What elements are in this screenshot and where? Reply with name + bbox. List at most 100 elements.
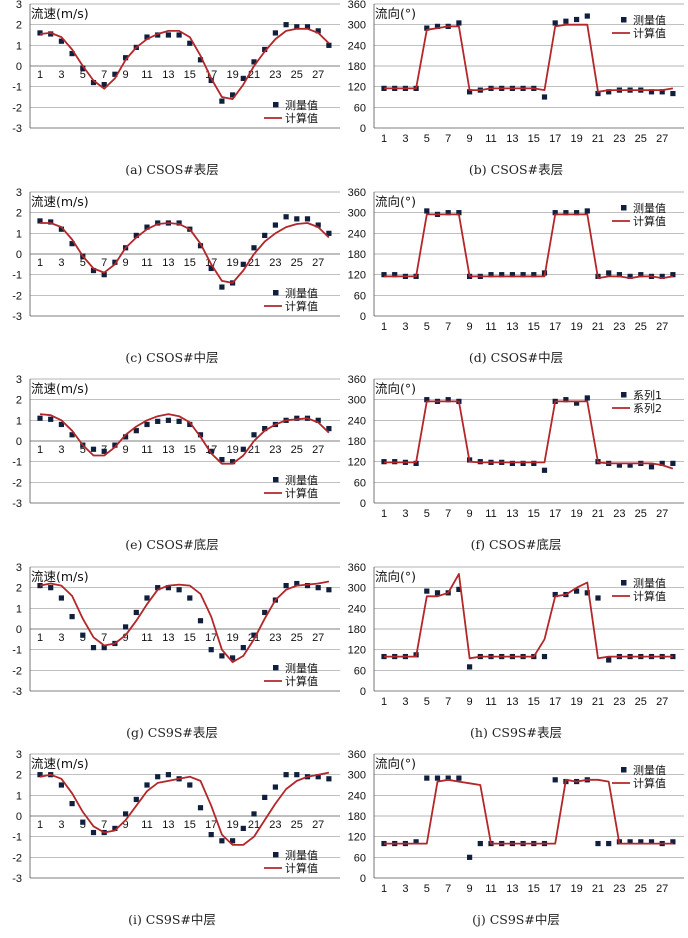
data-point (638, 271, 644, 277)
data-point (595, 595, 601, 601)
data-point (37, 415, 43, 422)
data-point (176, 418, 182, 425)
y-tick-label: 1 (16, 228, 22, 240)
y-tick-label: 0 (16, 624, 22, 636)
x-tick-label: 25 (291, 69, 303, 81)
data-point (413, 460, 419, 467)
chart-panel: 0 60 120 180 240 300 360 1 3 5 7 9 11 13 15 17 19 21 23 25 2… (344, 374, 688, 563)
x-tick-label: 17 (549, 883, 561, 895)
legend-marker (621, 767, 627, 773)
x-tick-label: 23 (269, 257, 281, 269)
data-point (144, 34, 150, 40)
data-point (112, 442, 118, 448)
x-tick-label: 27 (656, 883, 668, 895)
y-tick-label: 360 (348, 0, 366, 11)
x-tick-label: 9 (467, 508, 473, 520)
data-point (552, 20, 558, 26)
data-point (541, 94, 548, 100)
y-tick-label: 240 (348, 416, 366, 428)
data-point (456, 586, 462, 592)
x-tick-label: 1 (381, 508, 387, 520)
x-tick-label: 27 (312, 632, 324, 644)
chart-panel: 0 60 120 180 240 300 360 1 3 5 7 9 11 13 15 17 19 21 23 25 2… (344, 0, 688, 188)
x-tick-label: 11 (141, 444, 152, 456)
x-tick-label: 5 (80, 69, 86, 81)
data-point (37, 772, 43, 778)
data-point (262, 795, 268, 801)
y-tick-label: 1 (16, 40, 22, 52)
x-tick-label: 13 (506, 321, 518, 333)
x-tick-label: 21 (248, 444, 260, 456)
data-point (58, 782, 64, 788)
x-tick-label: 11 (485, 321, 496, 333)
data-point (176, 586, 182, 593)
data-point (208, 646, 214, 653)
x-tick-label: 11 (141, 632, 152, 644)
data-point (434, 23, 441, 29)
panel-caption: (a) CSOS#表层 (125, 162, 219, 177)
y-tick-label: 1 (16, 791, 22, 803)
data-point (262, 46, 268, 53)
x-tick-label: 21 (592, 508, 604, 520)
data-point (272, 784, 278, 791)
x-tick-label: 15 (528, 883, 540, 895)
data-point (606, 89, 612, 95)
x-tick-label: 3 (58, 819, 64, 831)
x-tick-label: 27 (656, 508, 668, 520)
x-tick-label: 21 (592, 133, 604, 145)
data-point (326, 426, 332, 432)
data-point (208, 832, 214, 838)
y-tick-label: 2 (16, 770, 22, 782)
x-tick-label: 19 (226, 69, 238, 81)
data-point (541, 653, 548, 659)
y-tick-label: 3 (16, 374, 22, 386)
y-tick-label: 0 (360, 873, 366, 885)
data-point (670, 271, 676, 277)
data-point (48, 416, 54, 423)
data-point (648, 839, 655, 845)
axis-title: 流速(m/s) (31, 6, 89, 21)
data-point (165, 584, 171, 591)
legend-label: 测量值 (285, 849, 318, 862)
data-point (467, 89, 473, 95)
data-point (467, 855, 473, 861)
y-tick-label: 300 (348, 207, 366, 219)
y-tick-label: 2 (16, 20, 22, 32)
legend-label: 测量值 (633, 577, 666, 590)
data-point (606, 841, 612, 847)
x-tick-label: 11 (485, 696, 496, 708)
data-point (424, 207, 430, 214)
data-point (488, 271, 494, 277)
x-tick-label: 17 (205, 819, 217, 831)
data-point (445, 397, 451, 403)
data-point (208, 77, 214, 84)
data-point (616, 271, 622, 277)
y-tick-label: -1 (12, 457, 22, 469)
data-point (155, 418, 161, 425)
x-tick-label: 23 (613, 883, 625, 895)
panel-caption: (j) CS9S#中层 (472, 912, 560, 928)
data-point (670, 90, 676, 97)
data-point (240, 446, 246, 453)
data-point (627, 273, 633, 279)
data-point (627, 462, 633, 468)
x-tick-label: 19 (226, 819, 238, 831)
x-tick-label: 25 (635, 133, 647, 145)
data-point (670, 653, 676, 659)
x-tick-label: 7 (445, 133, 451, 145)
legend-label: 测量值 (633, 14, 666, 27)
y-tick-label: 300 (348, 20, 366, 32)
panel-caption: (c) CSOS#中层 (125, 349, 219, 365)
x-tick-label: 7 (445, 883, 451, 895)
y-tick-label: 2 (16, 582, 22, 594)
data-point (315, 417, 321, 424)
x-tick-label: 3 (402, 883, 408, 895)
legend-marker (273, 477, 279, 483)
x-tick-label: 19 (570, 508, 582, 520)
data-point (240, 826, 246, 832)
data-point (80, 819, 86, 826)
data-point (315, 584, 321, 591)
